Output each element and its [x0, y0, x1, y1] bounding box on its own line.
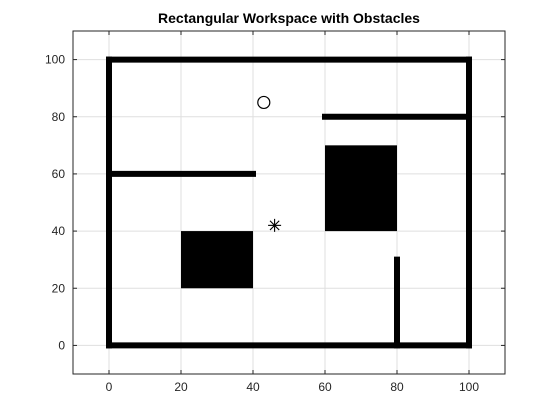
- x-tick-label: 100: [459, 380, 479, 394]
- y-tick-label: 80: [52, 110, 66, 124]
- chart-title: Rectangular Workspace with Obstacles: [158, 10, 420, 26]
- x-tick-label: 80: [390, 380, 404, 394]
- y-tick-label: 20: [52, 281, 66, 295]
- asterisk-marker: [268, 218, 282, 232]
- x-tick-label: 20: [174, 380, 188, 394]
- markers: [257, 95, 282, 232]
- x-tick-label: 60: [318, 380, 332, 394]
- y-tick-label: 0: [58, 338, 65, 352]
- obstacle-block: [181, 231, 253, 289]
- grid-lines: [73, 31, 505, 374]
- axes-box: [72, 30, 506, 375]
- y-tick-label: 60: [52, 167, 66, 181]
- y-axis-tick-labels: 0 20 40 60 80 100: [45, 53, 65, 353]
- circle-marker: [257, 95, 271, 110]
- y-tick-label: 40: [52, 224, 66, 238]
- workspace-walls: [106, 56, 472, 349]
- obstacle-blocks: [181, 145, 397, 289]
- obstacle-block: [325, 145, 397, 232]
- y-tick-label: 100: [45, 53, 65, 67]
- x-axis-tick-labels: 0 20 40 60 80 100: [106, 380, 480, 394]
- x-tick-label: 0: [106, 380, 113, 394]
- axis-ticks: [73, 31, 505, 374]
- x-tick-label: 40: [246, 380, 260, 394]
- asterisk-stroke: [269, 220, 280, 231]
